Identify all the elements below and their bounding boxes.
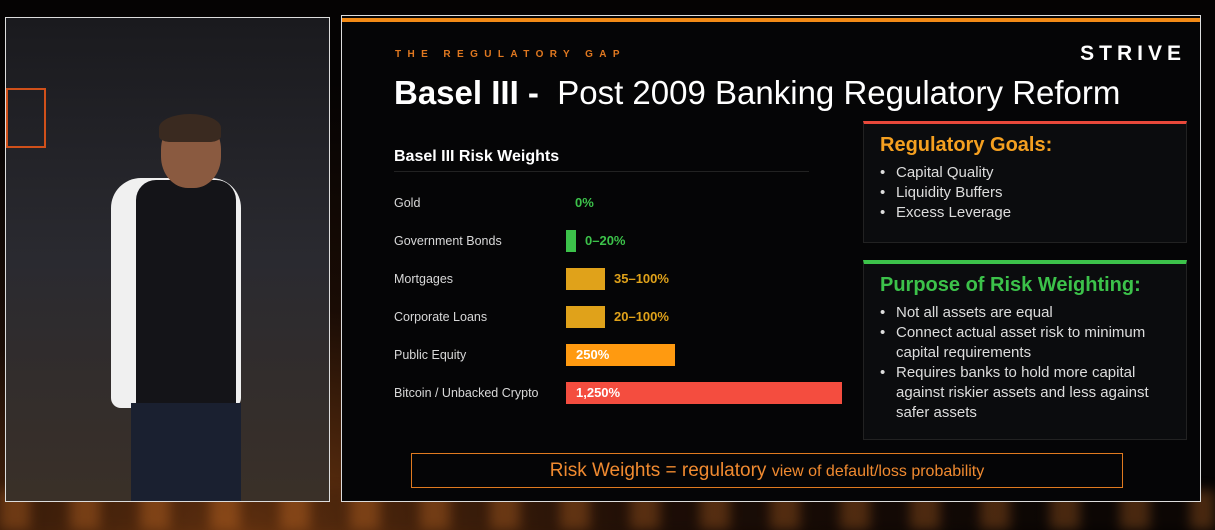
chart-row: Public Equity 250% [394,344,854,366]
goals-list: Capital QualityLiquidity BuffersExcess L… [880,163,1186,223]
bullet-item: Excess Leverage [880,203,1186,223]
chart-row: Government Bonds 0–20% [394,230,854,252]
strive-logo: STRIVE [1080,42,1186,65]
bar [566,230,576,252]
bullet-item: Capital Quality [880,163,1186,183]
data-label: 0% [575,195,594,210]
category-label: Government Bonds [394,234,502,248]
purpose-heading: Purpose of Risk Weighting: [880,274,1141,296]
category-label: Mortgages [394,272,454,286]
data-label: 250% [576,347,610,362]
divider [394,171,809,172]
bullet-item: Requires banks to hold more capital agai… [880,363,1186,423]
bullet-item: Connect actual asset risk to minimum cap… [880,323,1186,363]
stage-light [6,88,46,148]
slide-kicker: THE REGULATORY GAP [395,49,626,60]
title-rest: Post 2009 Banking Regulatory Reform [557,74,1121,111]
title-bold: Basel III - [394,74,539,111]
bullet-item: Liquidity Buffers [880,183,1186,203]
category-label: Corporate Loans [394,310,488,324]
chart-row: Gold 0% [394,192,854,214]
data-label: 35–100% [614,271,669,286]
footer-main: Risk Weights = regulatory [549,460,767,481]
chart-row: Mortgages 35–100% [394,268,854,290]
bar [566,382,842,404]
footer-small: view of default/loss probability [771,463,985,480]
purpose-box: Purpose of Risk Weighting: Not all asset… [863,260,1187,440]
bar [566,306,605,328]
chart-title: Basel III Risk Weights [394,148,560,165]
category-label: Public Equity [394,348,467,362]
bar [566,344,675,366]
goals-heading: Regulatory Goals: [880,134,1053,156]
slide-title: Basel III - Post 2009 Banking Regulatory… [394,74,1120,112]
purpose-list: Not all assets are equalConnect actual a… [880,303,1186,423]
category-label: Gold [394,196,421,210]
bar [566,268,605,290]
presentation-slide: THE REGULATORY GAP STRIVE Basel III - Po… [341,15,1201,502]
footer-callout: Risk Weights = regulatory view of defaul… [411,453,1123,488]
chart-row: Corporate Loans 20–100% [394,306,854,328]
chart-row: Bitcoin / Unbacked Crypto 1,250% [394,382,854,404]
category-label: Bitcoin / Unbacked Crypto [394,386,539,400]
speaker [61,114,251,501]
data-label: 1,250% [576,385,621,400]
speaker-video [5,17,330,502]
bullet-item: Not all assets are equal [880,303,1186,323]
data-label: 20–100% [614,309,669,324]
data-label: 0–20% [585,233,626,248]
accent-line [342,18,1200,22]
regulatory-goals-box: Regulatory Goals: Capital QualityLiquidi… [863,121,1187,243]
